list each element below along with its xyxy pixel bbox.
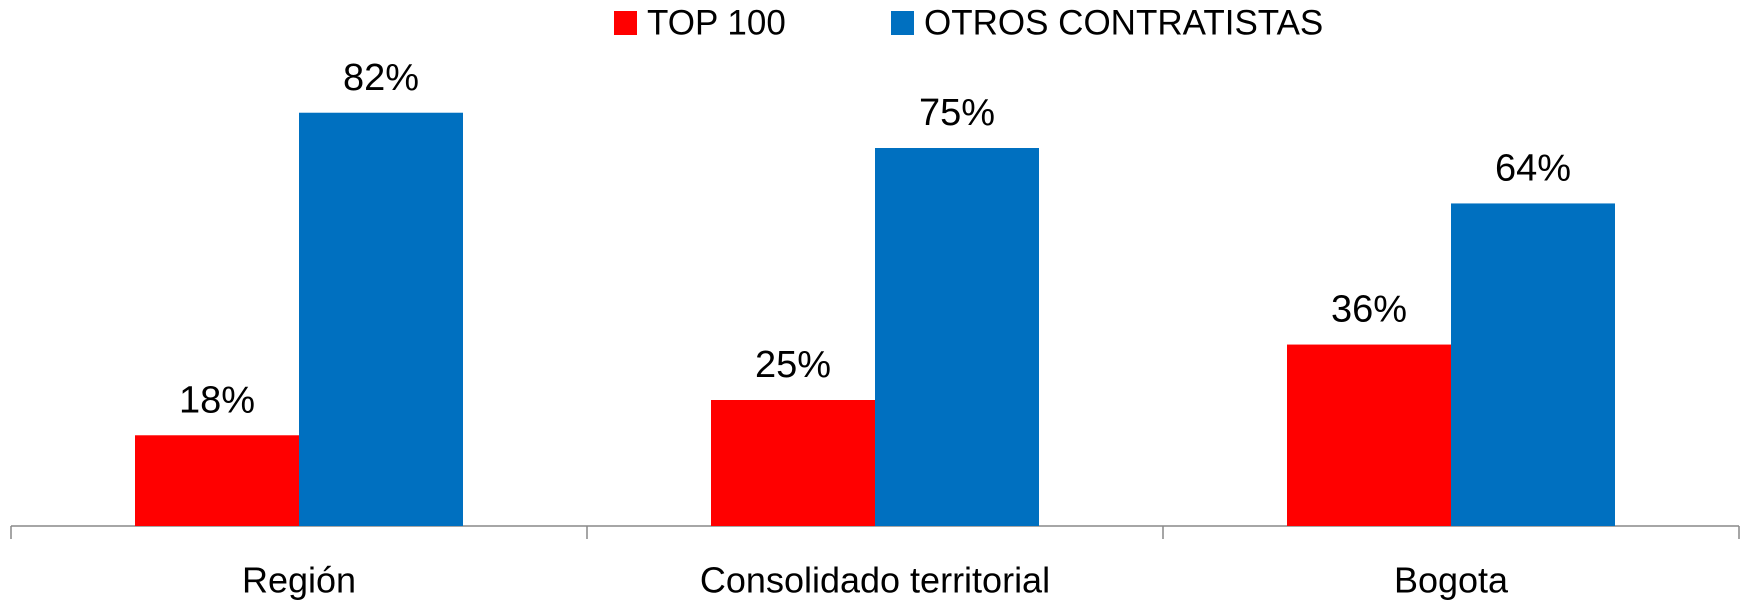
data-label: 75%	[919, 92, 995, 134]
x-tick-label: Consolidado territorial	[700, 560, 1050, 601]
data-label: 82%	[343, 57, 419, 99]
legend-label: TOP 100	[647, 3, 786, 42]
bar	[711, 400, 875, 526]
bar	[875, 148, 1039, 526]
data-label: 18%	[179, 379, 255, 421]
bar	[1451, 203, 1615, 526]
legend-swatch	[891, 11, 914, 35]
x-tick-label: Bogota	[1394, 560, 1509, 601]
data-label: 36%	[1331, 289, 1407, 331]
bar	[135, 435, 299, 526]
bar	[299, 112, 463, 526]
bar	[1287, 344, 1451, 526]
legend-swatch	[614, 11, 637, 35]
legend-label: OTROS CONTRATISTAS	[924, 3, 1323, 42]
x-tick-label: Región	[242, 560, 356, 601]
data-label: 25%	[755, 344, 831, 386]
data-label: 64%	[1495, 147, 1571, 189]
